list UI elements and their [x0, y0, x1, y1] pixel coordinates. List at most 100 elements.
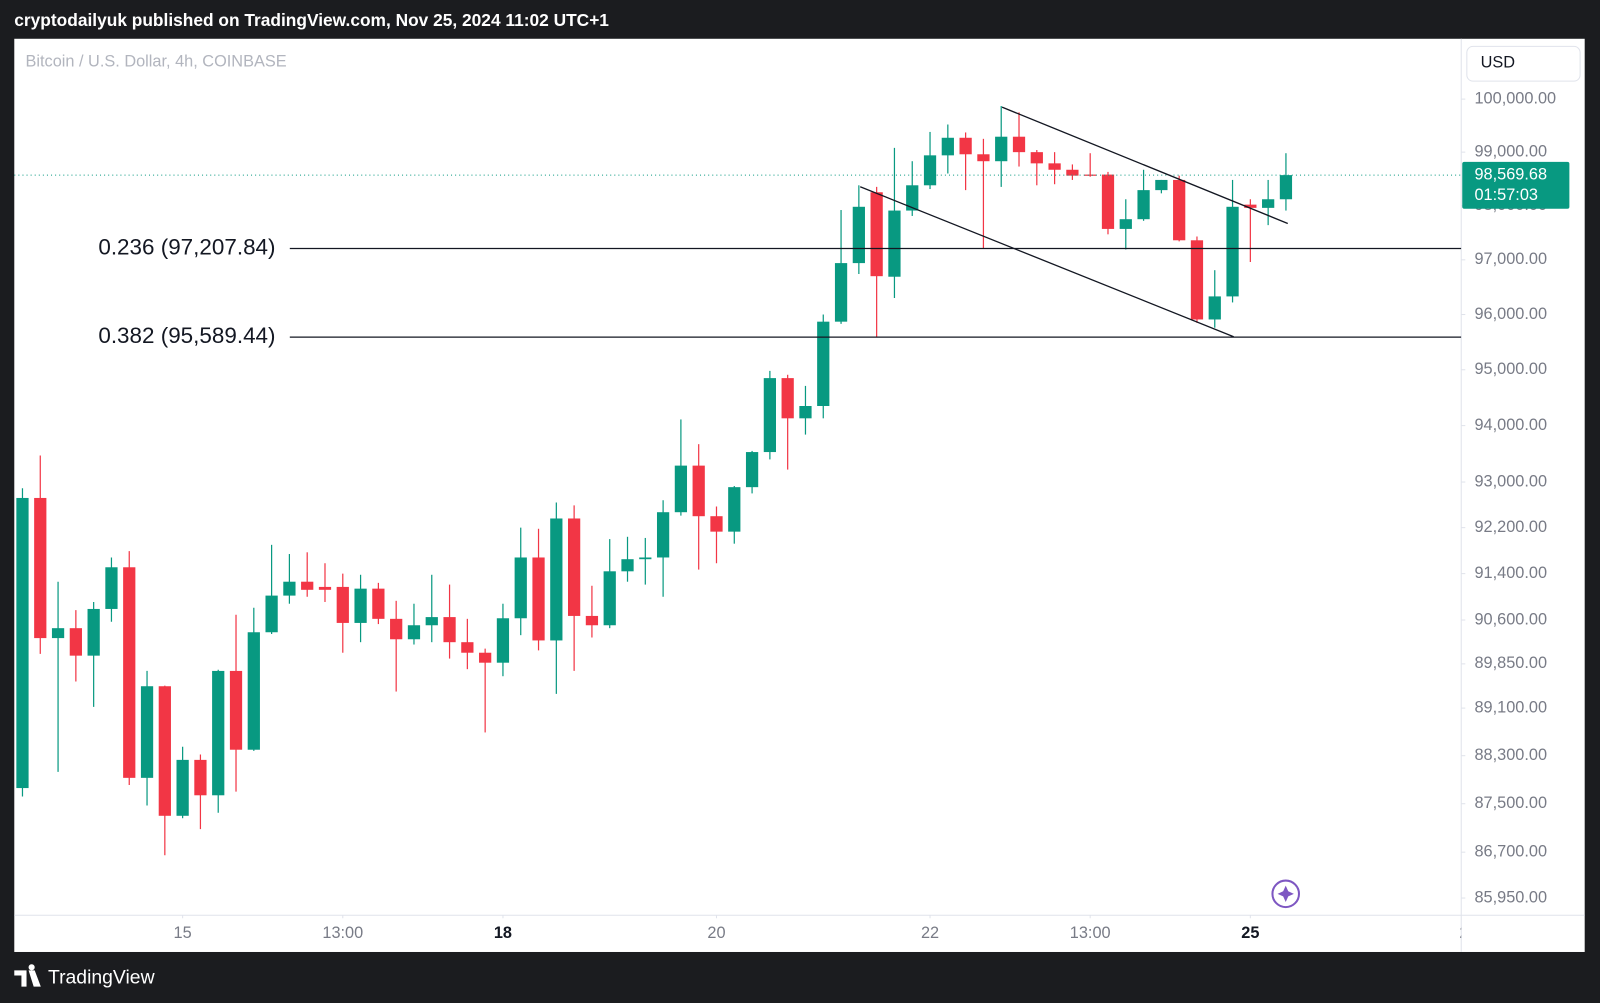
candle-body — [532, 557, 545, 641]
symbol-title: Bitcoin / U.S. Dollar, 4h, COINBASE — [26, 53, 287, 71]
candle-body — [479, 652, 492, 663]
y-tick-label: 92,200.00 — [1474, 518, 1547, 536]
candle-body — [923, 155, 937, 186]
candle-body — [692, 465, 705, 517]
candle-body — [941, 137, 954, 156]
candle-body — [283, 581, 296, 596]
candle-body — [870, 192, 883, 277]
candle-body — [176, 759, 189, 816]
candle-body — [1226, 206, 1239, 297]
currency-button[interactable] — [1466, 45, 1581, 82]
candle-body — [247, 632, 260, 750]
last-price-badge — [1462, 161, 1570, 209]
candle-body — [1066, 169, 1079, 176]
x-tick-label: 20 — [707, 924, 725, 942]
candle-body — [372, 588, 385, 619]
x-tick-label: 2 — [1459, 924, 1468, 942]
publish-header: cryptodailyuk published on TradingView.c… — [14, 10, 609, 30]
bar-countdown: 01:57:03 — [1474, 186, 1538, 204]
candle-body — [852, 206, 865, 264]
y-tick-label: 99,000.00 — [1474, 142, 1547, 160]
candle-body — [585, 615, 599, 626]
candle-body — [959, 137, 972, 155]
candle-body — [656, 512, 670, 558]
candle-body — [69, 628, 82, 656]
candle-body — [390, 618, 403, 640]
candle-body — [763, 378, 776, 453]
brand-name: TradingView — [48, 967, 156, 989]
trend-line — [859, 186, 1234, 338]
candle-body — [1137, 190, 1150, 220]
x-tick-label: 15 — [174, 924, 192, 942]
candle-body — [888, 210, 901, 277]
candle-body — [194, 759, 207, 796]
candle-body — [1119, 219, 1132, 229]
candle-body — [834, 263, 848, 322]
candle-body — [1279, 175, 1293, 200]
candle-body — [496, 618, 510, 663]
candle-body — [514, 557, 527, 619]
assistant-icon — [1277, 885, 1294, 902]
candle-body — [550, 518, 563, 641]
candle-body — [461, 642, 474, 653]
candle-body — [105, 567, 118, 609]
fib-level-label: 0.236 (97,207.84) — [98, 234, 275, 259]
overlay — [859, 106, 1300, 909]
candle-body — [87, 608, 100, 656]
candle-body — [229, 670, 243, 750]
candle-body — [995, 136, 1008, 162]
candle-body — [977, 154, 990, 162]
candle-body — [407, 625, 421, 640]
candle-body — [728, 487, 741, 532]
y-tick-label: 89,850.00 — [1474, 654, 1547, 672]
candle-body — [16, 497, 29, 789]
y-tick-label: 95,000.00 — [1474, 360, 1547, 378]
candle-body — [621, 559, 634, 572]
candle-body — [354, 588, 367, 623]
candle-body — [212, 670, 225, 796]
y-tick-label: 96,000.00 — [1474, 305, 1547, 323]
y-tick-label: 86,700.00 — [1474, 842, 1547, 860]
chart-panel — [14, 38, 1585, 952]
brand-logo — [14, 964, 41, 987]
y-tick-label: 97,000.00 — [1474, 250, 1547, 268]
x-tick-label: 13:00 — [1070, 924, 1111, 942]
candle-body — [603, 571, 616, 626]
y-tick-label: 89,100.00 — [1474, 698, 1547, 716]
candle-body — [140, 686, 154, 778]
candle-body — [639, 557, 652, 560]
candle-body — [443, 617, 456, 643]
candle-body — [123, 567, 136, 778]
y-tick-label: 100,000.00 — [1474, 89, 1556, 107]
candle-body — [1244, 204, 1257, 208]
x-tick-label: 25 — [1241, 924, 1259, 942]
y-tick-label: 87,500.00 — [1474, 794, 1547, 812]
plot-area — [14, 105, 1462, 856]
candle-body — [1173, 179, 1186, 241]
x-tick-label: 18 — [494, 924, 512, 942]
candle-body — [51, 628, 65, 639]
candle-body — [568, 518, 581, 616]
y-tick-label: 94,000.00 — [1474, 416, 1547, 434]
candle-body — [799, 405, 812, 419]
y-tick-label: 88,300.00 — [1474, 746, 1547, 764]
candle-body — [336, 586, 349, 623]
candle-body — [781, 378, 794, 419]
y-tick-label: 85,950.00 — [1474, 888, 1547, 906]
candle-body — [1012, 136, 1026, 153]
candle-body — [1208, 296, 1221, 320]
candle-body — [745, 452, 759, 488]
y-tick-label: 93,000.00 — [1474, 472, 1547, 490]
candle-body — [1101, 174, 1115, 229]
y-tick-label: 90,600.00 — [1474, 610, 1547, 628]
last-price-label: 98,569.68 — [1474, 165, 1547, 183]
x-tick-label: 22 — [921, 924, 939, 942]
trend-line — [1001, 106, 1289, 225]
currency-label[interactable]: USD — [1481, 54, 1515, 72]
candle-body — [1084, 174, 1097, 176]
candle-body — [301, 581, 314, 590]
candle-body — [318, 586, 332, 590]
candle-body — [1155, 179, 1168, 191]
